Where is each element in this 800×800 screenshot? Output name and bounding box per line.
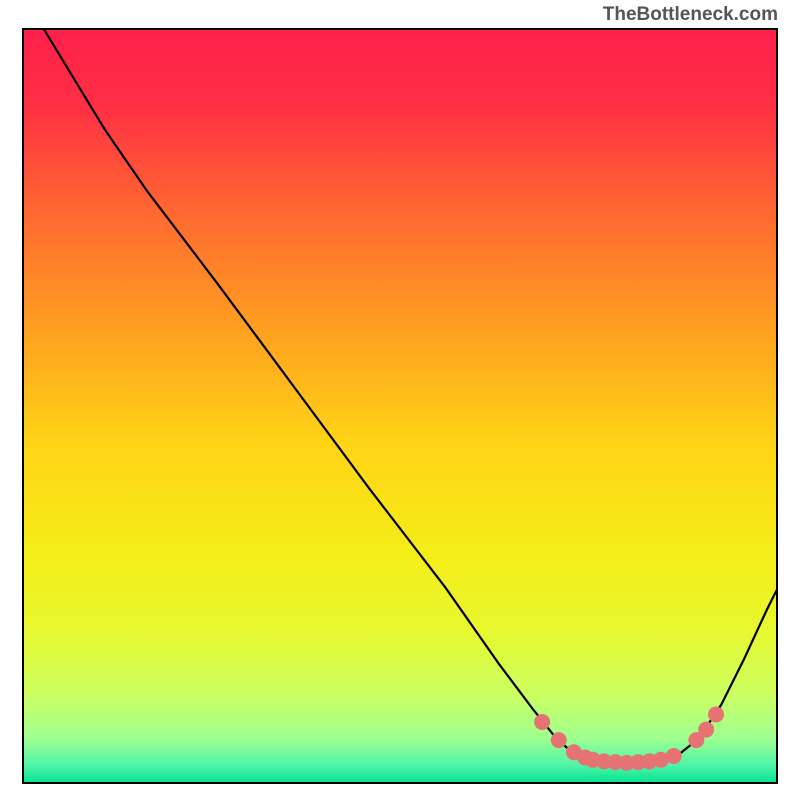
data-marker — [708, 706, 724, 722]
curve-layer — [22, 28, 778, 784]
data-marker — [551, 732, 567, 748]
chart-container: TheBottleneck.com — [0, 0, 800, 800]
data-marker — [666, 748, 682, 764]
attribution-label: TheBottleneck.com — [603, 4, 778, 26]
data-marker — [534, 714, 550, 730]
marker-group — [534, 706, 724, 770]
plot-area — [22, 28, 778, 784]
bottleneck-curve — [43, 28, 778, 763]
data-marker — [698, 722, 714, 738]
